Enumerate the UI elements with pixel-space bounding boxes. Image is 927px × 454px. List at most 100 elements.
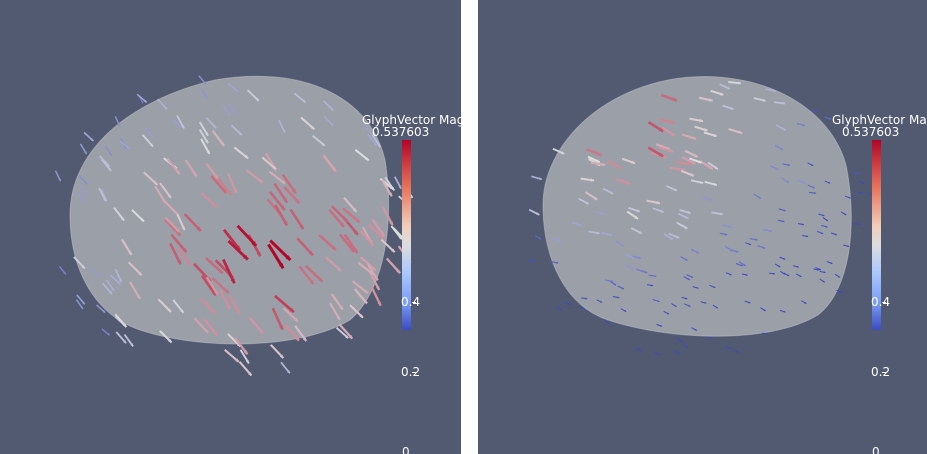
arrow-glyph-head — [704, 301, 707, 304]
arrow-glyph-head — [617, 165, 622, 169]
arrow-glyph-head — [699, 180, 704, 184]
arrow-glyph-head — [582, 307, 585, 310]
arrow-glyph — [273, 182, 289, 204]
arrow-glyph-head — [822, 214, 825, 217]
render-view-left[interactable]: GlyphVector Mag 0.537603 0.4 0.2 0 — [0, 0, 461, 454]
arrow-glyph-head — [558, 239, 562, 242]
arrow-glyph-head — [389, 221, 393, 226]
arrow-glyph-head — [631, 267, 635, 270]
arrow-glyph-head — [123, 323, 127, 328]
arrow-glyph-head — [822, 280, 825, 283]
arrow-glyph-head — [81, 200, 84, 203]
arrow-glyph-head — [213, 331, 218, 336]
arrow-glyph — [271, 307, 284, 331]
render-view-right[interactable]: GlyphVector Mag 0.537603 0.4 0.2 0 — [478, 0, 927, 454]
arrow-glyph-head — [782, 127, 786, 131]
arrow-glyph-head — [783, 257, 786, 260]
arrow-glyph-head — [108, 167, 112, 171]
arrow-glyph-head — [295, 336, 299, 341]
arrow-glyph-head — [235, 245, 240, 251]
arrow-glyph — [305, 265, 324, 283]
arrow-glyph-head — [840, 291, 843, 293]
arrow-glyph — [200, 297, 217, 315]
arrow-glyph-head — [374, 276, 378, 281]
arrow-glyph-head — [532, 260, 535, 262]
arrow-glyph-head — [725, 233, 728, 236]
arrow-glyph-head — [204, 329, 209, 333]
arrow-glyph-head — [181, 226, 185, 231]
arrow-glyph-head — [205, 139, 209, 144]
arrow-glyph-head — [332, 167, 336, 172]
arrow-glyph-head — [704, 128, 708, 132]
arrow-glyph-head — [654, 274, 657, 278]
glyph-scene-right — [478, 0, 927, 454]
arrow-glyph-head — [176, 231, 181, 236]
arrow-glyph-head — [310, 125, 315, 130]
arrow-glyph-head — [339, 305, 343, 310]
arrow-glyph-head — [685, 297, 688, 300]
arrow-glyph-head — [817, 268, 820, 271]
arrow-glyph-head — [380, 235, 385, 239]
arrow-glyph-head — [227, 112, 230, 116]
arrow-glyph-head — [138, 271, 142, 276]
arrow-glyph-head — [773, 272, 775, 275]
arrow-glyph-head — [639, 349, 642, 351]
arrow-glyph-head — [729, 347, 732, 349]
arrow-glyph-head — [321, 142, 325, 146]
arrow-glyph-head — [272, 165, 276, 170]
arrow-glyph-head — [164, 106, 167, 110]
arrow-glyph-head — [638, 230, 642, 234]
arrow-glyph — [281, 174, 297, 195]
arrow-glyph-head — [719, 92, 724, 96]
arrow-glyph-head — [213, 125, 217, 129]
arrow-glyph-head — [631, 160, 636, 164]
arrow-glyph-head — [672, 97, 677, 102]
arrow-glyph-head — [568, 303, 571, 305]
arrow-glyph-head — [377, 301, 381, 306]
color-scale-bar — [402, 140, 411, 330]
arrow-glyph-head — [685, 258, 688, 261]
arrow-glyph-head — [613, 283, 617, 286]
arrow-glyph-head — [676, 235, 680, 239]
legend-label: 0 — [402, 445, 410, 454]
arrow-glyph-head — [690, 275, 694, 278]
arrow-glyph-head — [658, 152, 664, 157]
arrow-glyph-head — [178, 125, 182, 128]
arrow-glyph-head — [743, 263, 746, 266]
arrow-glyph — [222, 258, 236, 284]
arrow-glyph-head — [715, 306, 718, 309]
legend-label: 0.4 — [401, 295, 421, 309]
arrow-glyph-head — [691, 160, 696, 164]
arrow-glyph-head — [181, 125, 185, 129]
arrow-glyph-head — [745, 274, 748, 276]
arrow-glyph-head — [556, 261, 559, 264]
arrow-glyph-head — [345, 335, 349, 339]
arrow-glyph-head — [830, 262, 833, 264]
color-scale-bar — [872, 140, 881, 330]
arrow-glyph-head — [245, 360, 249, 364]
arrow-glyph-head — [234, 88, 238, 92]
arrow-glyph-head — [212, 203, 217, 208]
arrow-glyph-head — [244, 155, 249, 159]
arrow-glyph-head — [396, 269, 401, 274]
arrow-glyph-head — [692, 136, 697, 140]
arrow-glyph-head — [120, 217, 124, 221]
arrow-glyph-head — [196, 226, 201, 231]
arrow-glyph-head — [660, 209, 664, 213]
arrow-glyph-head — [804, 302, 807, 304]
arrow-glyph-head — [177, 259, 181, 265]
arrow-glyph-head — [102, 310, 106, 313]
arrow-glyph-head — [621, 287, 624, 290]
arrow-glyph-head — [844, 213, 847, 215]
arrow-glyph-head — [371, 266, 376, 271]
arrow-glyph-head — [713, 133, 717, 137]
legend-tick — [882, 302, 886, 303]
legend-title: GlyphVector Mag — [362, 113, 461, 127]
arrow-glyph-head — [206, 150, 210, 154]
arrow-glyph-head — [710, 337, 713, 339]
arrow-glyph-head — [678, 351, 681, 354]
arrow-glyph-head — [657, 300, 660, 303]
arrow-glyph-head — [369, 242, 374, 246]
arrow-glyph-head — [233, 188, 237, 193]
arrow-glyph-head — [81, 265, 85, 269]
